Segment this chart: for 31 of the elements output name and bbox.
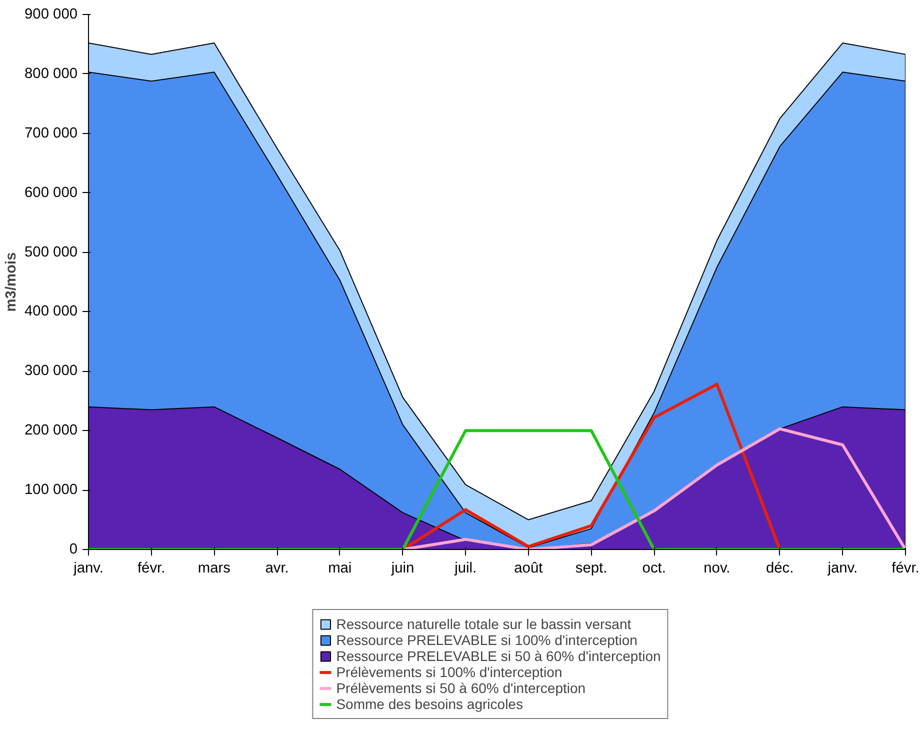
y-tick-label: 400 000 — [24, 304, 78, 320]
x-tick-label: nov. — [704, 560, 730, 576]
legend-label: Ressource PRELEVABLE si 100% d'interception — [336, 632, 638, 648]
x-tick-label: févr. — [138, 560, 166, 576]
y-tick-label: 800 000 — [24, 66, 78, 82]
x-tick-label: déc. — [766, 560, 794, 576]
x-tick-label: avr. — [265, 560, 289, 576]
y-tick-label: 0 — [69, 542, 78, 558]
legend-label: Somme des besoins agricoles — [336, 696, 523, 712]
legend-label: Ressource naturelle totale sur le bassin versant — [336, 616, 632, 632]
y-tick-label: 300 000 — [24, 363, 78, 380]
legend-label: Ressource PRELEVABLE si 50 à 60% d'interception — [336, 648, 661, 664]
x-tick-label: janv. — [826, 560, 858, 576]
x-tick-label: juil. — [454, 560, 477, 576]
legend-label: Prélèvements si 50 à 60% d'interception — [336, 680, 586, 696]
x-tick-label: mars — [198, 560, 230, 576]
x-tick-label: mai — [328, 560, 352, 576]
y-tick-label: 100 000 — [24, 482, 78, 498]
x-tick-label: août — [514, 560, 543, 576]
x-tick-label: janv. — [72, 560, 104, 576]
y-tick-label: 200 000 — [24, 422, 78, 439]
x-tick-label: oct. — [642, 560, 666, 576]
legend-label: Prélèvements si 100% d'interception — [336, 664, 562, 680]
y-axis-title: m3/mois — [4, 252, 20, 312]
y-tick-label: 700 000 — [24, 125, 78, 142]
y-tick-label: 500 000 — [24, 244, 78, 260]
x-tick-label: juin — [390, 560, 414, 576]
x-tick-label: sept. — [575, 560, 608, 576]
x-tick-label: févr. — [892, 560, 920, 576]
y-tick-label: 900 000 — [24, 6, 78, 22]
y-tick-label: 600 000 — [24, 184, 78, 201]
